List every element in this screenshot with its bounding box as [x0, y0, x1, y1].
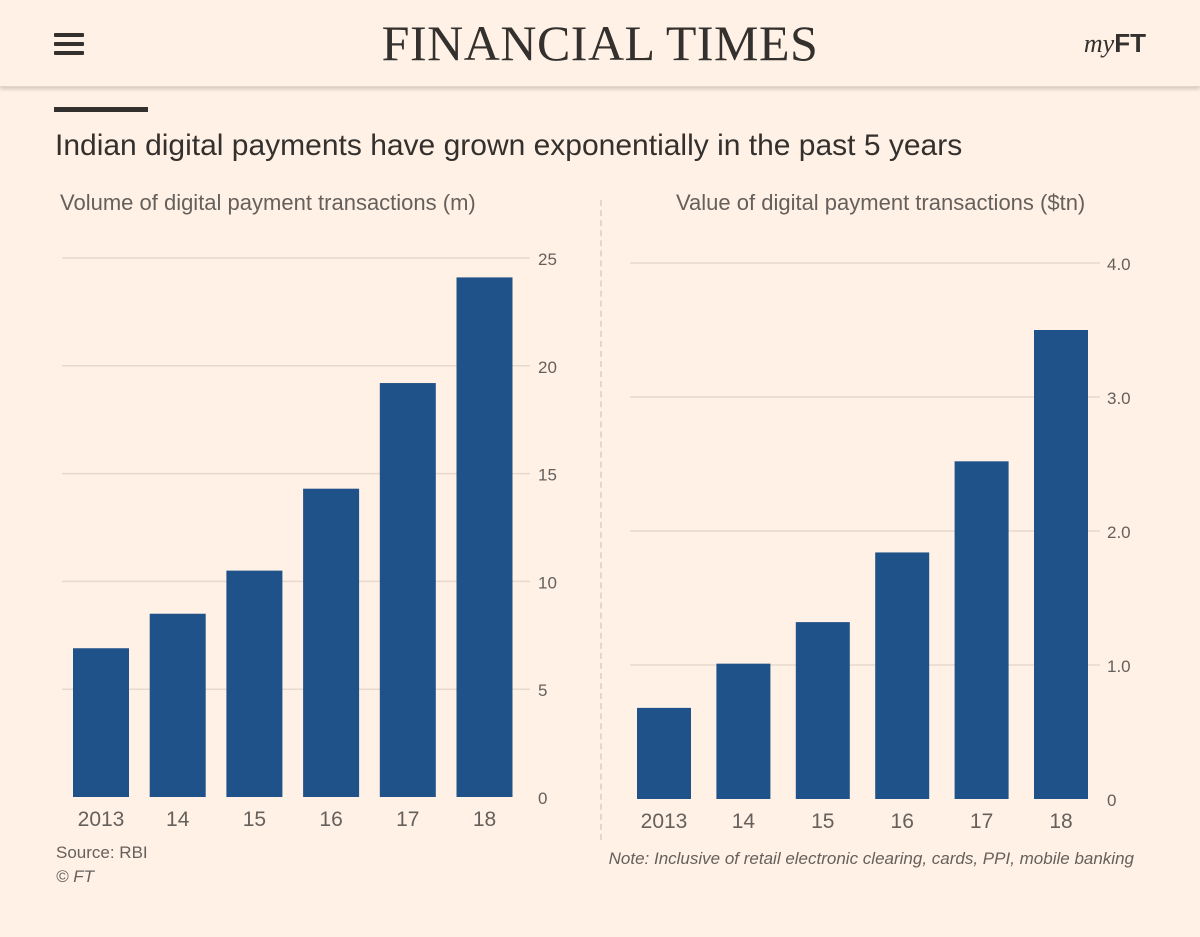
y-tick-label: 0 [538, 789, 547, 808]
bar-17 [379, 383, 436, 797]
y-tick-label: 15 [538, 466, 557, 485]
y-tick-label: 4.0 [1107, 255, 1131, 274]
bar-18 [456, 277, 513, 797]
y-tick-label: 25 [538, 250, 557, 269]
value-chart-title: Value of digital payment transactions ($… [676, 190, 1086, 215]
bar-2013 [73, 648, 129, 797]
panel-divider [600, 200, 602, 840]
y-tick-label: 20 [538, 358, 557, 377]
x-tick-label: 15 [243, 808, 266, 831]
bar-14 [149, 613, 206, 797]
bar-15 [795, 622, 850, 799]
title-accent-bar [54, 107, 148, 112]
myft-suffix: FT [1114, 28, 1146, 58]
x-tick-label: 17 [970, 810, 993, 833]
x-tick-label: 16 [891, 810, 914, 833]
masthead-logo[interactable]: FINANCIAL TIMES [381, 15, 819, 71]
site-header: FINANCIAL TIMES myFT [0, 0, 1200, 87]
y-tick-label: 1.0 [1107, 657, 1131, 676]
bar-18 [1034, 330, 1088, 799]
menu-icon[interactable] [54, 33, 84, 55]
x-tick-label: 2013 [641, 810, 688, 833]
volume-chart-title: Volume of digital payment transactions (… [60, 190, 476, 215]
x-tick-label: 15 [811, 810, 834, 833]
y-tick-label: 2.0 [1107, 523, 1131, 542]
bar-15 [226, 570, 283, 797]
chart-title: Indian digital payments have grown expon… [55, 129, 963, 162]
x-tick-label: 14 [732, 810, 756, 833]
x-tick-label: 16 [319, 808, 342, 831]
x-tick-label: 18 [473, 808, 496, 831]
x-tick-label: 18 [1049, 810, 1072, 833]
bar-16 [875, 552, 930, 799]
footnote: Note: Inclusive of retail electronic cle… [608, 849, 1134, 868]
volume-chart: 0 5 10 15 20 25 2013 14 15 16 17 18 [62, 250, 557, 831]
y-tick-label: 5 [538, 681, 547, 700]
x-tick-label: 17 [396, 808, 419, 831]
x-tick-label: 2013 [78, 808, 125, 831]
bar-17 [954, 461, 1009, 799]
myft-link[interactable]: myFT [1084, 28, 1146, 59]
y-tick-label: 0 [1107, 791, 1116, 810]
y-tick-label: 3.0 [1107, 389, 1131, 408]
y-tick-label: 10 [538, 573, 557, 592]
x-tick-label: 14 [166, 808, 190, 831]
source-note: Source: RBI [56, 843, 148, 862]
bar-14 [716, 663, 771, 799]
myft-prefix: my [1083, 29, 1115, 58]
copyright-note: © FT [56, 867, 95, 886]
bar-16 [303, 488, 360, 797]
bar-2013 [637, 707, 691, 799]
